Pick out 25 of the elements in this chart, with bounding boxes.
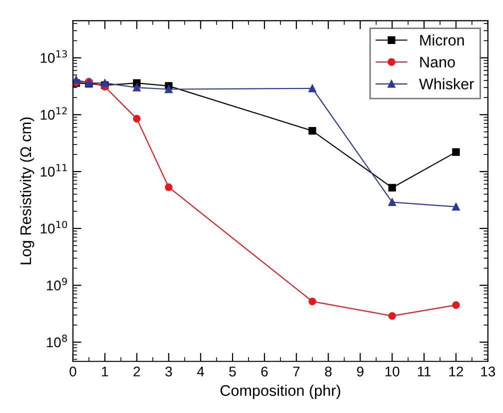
y-tick-label: 10$^{10}$ xyxy=(40,220,68,234)
y-tick-label: 10$^{11}$ xyxy=(40,164,67,177)
y-tick-label: 10$^{13}$ xyxy=(40,50,67,63)
x-tick-label: 4 xyxy=(197,366,204,376)
x-tick-label: 11 xyxy=(418,366,431,376)
x-tick-label: 2 xyxy=(134,366,140,376)
legend-label: Micron xyxy=(420,34,464,46)
x-tick-label: 7 xyxy=(293,366,300,376)
x-tick-label: 9 xyxy=(357,366,364,376)
x-tick-label: 3 xyxy=(165,366,172,376)
y-tick-label: 10$^{12}$ xyxy=(40,107,67,120)
y-tick-label: 10$^{9}$ xyxy=(46,278,67,290)
y-axis-title: Log Resistivity (Ω cm) xyxy=(20,117,34,264)
x-tick-label: 13 xyxy=(481,366,496,376)
x-tick-label: 6 xyxy=(261,366,268,376)
x-axis-title: Composition (phr) xyxy=(220,384,340,399)
x-tick-label: 0 xyxy=(70,366,76,376)
legend-label: Whisker xyxy=(419,78,474,90)
legend-label: Nano xyxy=(420,56,455,68)
y-tick-label: 10$^{8}$ xyxy=(46,334,67,348)
x-tick-label: 10 xyxy=(385,366,400,376)
x-tick-label: 5 xyxy=(229,366,236,376)
x-tick-label: 8 xyxy=(325,366,332,376)
x-tick-label: 1 xyxy=(102,366,108,376)
x-tick-label: 12 xyxy=(449,366,464,376)
